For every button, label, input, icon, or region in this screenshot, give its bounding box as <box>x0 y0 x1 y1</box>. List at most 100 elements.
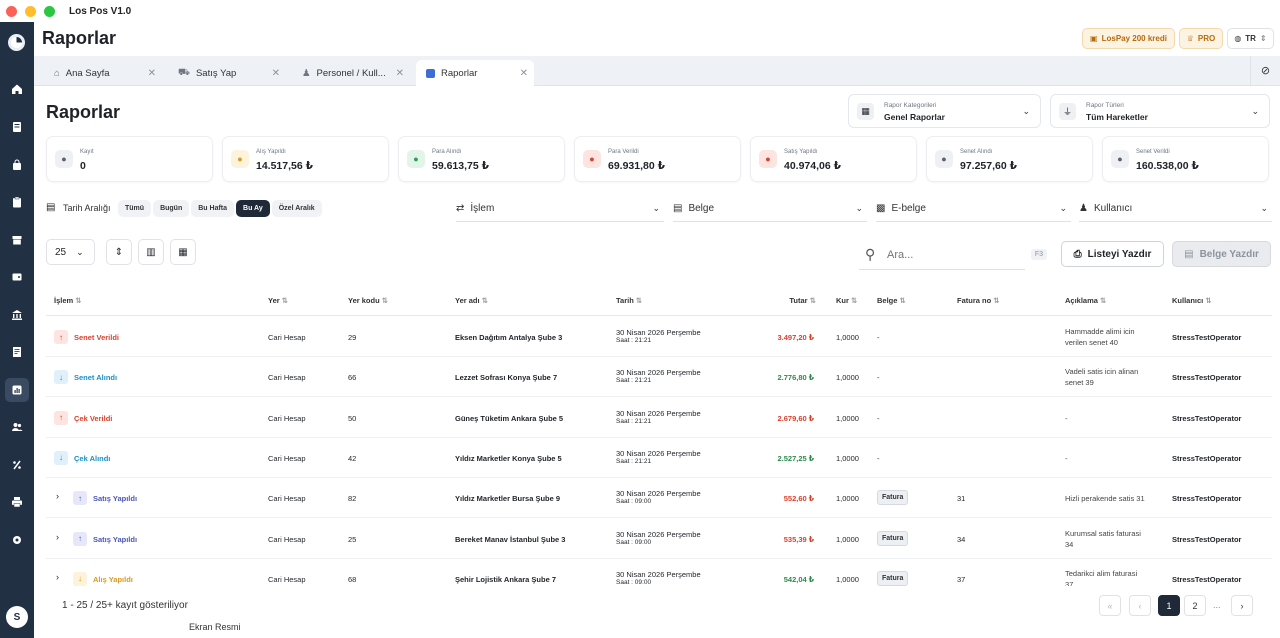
column-header[interactable]: Yer ⇅ <box>268 296 289 305</box>
page-1-button[interactable]: 1 <box>1158 595 1180 616</box>
report-category-select[interactable]: ▦ Rapor Kategorileri Genel Raporlar ⌄ <box>848 94 1041 128</box>
settings-icon[interactable] <box>5 528 29 552</box>
globe-icon: ◍ <box>1234 34 1242 43</box>
belge-badge[interactable]: Fatura <box>877 570 909 586</box>
table-row[interactable]: › ↑ Satış Yapıldı Cari Hesap 25 Bereket Manav… <box>46 519 1272 559</box>
page-size-select[interactable]: 25 ⌄ <box>46 239 95 265</box>
wallet-icon[interactable] <box>5 265 29 289</box>
column-header[interactable]: Açıklama ⇅ <box>1065 296 1107 305</box>
kullanici-filter-select[interactable]: ♟ Kullanıcı ⌄ <box>1079 196 1272 222</box>
clipboard-icon[interactable] <box>5 190 29 214</box>
prev-page-button[interactable]: ‹ <box>1129 595 1151 616</box>
stat-label: Senet Alındı <box>960 149 993 155</box>
home-icon[interactable] <box>5 77 29 101</box>
close-window-button[interactable] <box>6 5 17 17</box>
cell-tutar: 2.776,80 ₺ <box>777 373 815 383</box>
language-select[interactable]: ◍ TR ⇕ <box>1227 28 1274 49</box>
cell-yer-kodu: 29 <box>348 333 357 342</box>
stat-label: Kayıt <box>80 149 94 155</box>
tab-satis-yap[interactable]: ⛟ Satış Yap ✕ <box>178 67 280 79</box>
pro-badge-button[interactable]: ♕ PRO <box>1179 28 1223 49</box>
expand-row-icon[interactable]: › <box>56 531 59 542</box>
expand-row-icon[interactable]: › <box>56 571 59 582</box>
receipt-icon[interactable] <box>5 340 29 364</box>
tab-ana-sayfa[interactable]: ⌂ Ana Sayfa ✕ <box>54 67 156 80</box>
sort-toggle-button[interactable]: ⇕ <box>106 239 132 265</box>
close-tab-icon[interactable]: ✕ <box>271 68 280 79</box>
date-chip[interactable]: Bu Ay <box>236 200 270 217</box>
cell-aciklama: Kurumsal satis faturasi <box>1065 528 1141 538</box>
stat-value: 160.538,00 ₺ <box>1136 160 1199 172</box>
discount-icon[interactable] <box>5 453 29 477</box>
table-row[interactable]: ↑ Senet Verildi Cari Hesap 29 Eksen Dağıtım … <box>46 317 1272 357</box>
operation-label: Çek Verildi <box>74 413 113 423</box>
filter-icon: ⏚ <box>1059 103 1076 120</box>
close-tab-icon[interactable]: ✕ <box>147 68 156 79</box>
bank-icon[interactable] <box>5 303 29 327</box>
cell-yer-adi: Yıldız Marketler Bursa Şube 9 <box>455 494 561 504</box>
lospay-credit-button[interactable]: ▣ LosPay 200 kredi <box>1082 28 1175 49</box>
operation-label: Satış Yapıldı <box>93 534 138 544</box>
belge-badge[interactable]: Fatura <box>877 490 909 506</box>
belge-badge[interactable]: Fatura <box>877 530 909 546</box>
cell-yer-adi: Güneş Tüketim Ankara Şube 5 <box>455 413 564 423</box>
list-icon[interactable] <box>5 115 29 139</box>
cell-tutar: 2.679,60 ₺ <box>777 413 815 423</box>
date-chip[interactable]: Özel Aralık <box>271 200 322 217</box>
app-logo-icon[interactable] <box>8 34 25 51</box>
calendar-icon: ▤ <box>46 202 56 213</box>
calendar-button[interactable]: ▦ <box>170 239 196 265</box>
next-page-button[interactable]: › <box>1231 595 1253 616</box>
column-header[interactable]: Kur ⇅ <box>836 296 858 305</box>
close-tab-icon[interactable]: ✕ <box>395 68 404 79</box>
date-chip[interactable]: Tümü <box>118 200 152 217</box>
tab-raporlar[interactable]: Raporlar ✕ <box>416 60 534 87</box>
grid-icon: ▦ <box>857 103 874 120</box>
cell-kur: 1,0000 <box>836 534 859 544</box>
print-document-button[interactable]: ▤ Belge Yazdır <box>1172 241 1271 267</box>
column-header[interactable]: Yer adı ⇅ <box>455 296 488 305</box>
report-type-select[interactable]: ⏚ Rapor Türleri Tüm Hareketler ⌄ <box>1050 94 1270 128</box>
column-header[interactable]: Kullanıcı ⇅ <box>1172 296 1212 305</box>
search-input[interactable] <box>887 249 997 261</box>
table-row[interactable]: ↓ Çek Alındı Cari Hesap 42 Yıldız Marketler … <box>46 438 1272 478</box>
belge-filter-select[interactable]: ▤ Belge ⌄ <box>673 196 867 222</box>
avatar[interactable]: S <box>6 606 28 628</box>
column-header[interactable]: İşlem ⇅ <box>54 296 82 305</box>
expand-row-icon[interactable]: › <box>56 491 59 502</box>
date-chip[interactable]: Bugün <box>153 200 190 217</box>
window-titlebar: Los Pos V1.0 <box>0 0 1280 22</box>
column-header[interactable]: Belge ⇅ <box>877 296 906 305</box>
islem-filter-select[interactable]: ⇄ İşlem ⌄ <box>456 196 664 222</box>
minimize-window-button[interactable] <box>25 5 36 17</box>
calendar-icon: ▦ <box>178 246 188 258</box>
cell-belge: - <box>877 333 880 342</box>
printer-icon[interactable] <box>5 490 29 514</box>
first-page-button[interactable]: « <box>1099 595 1121 616</box>
column-header[interactable]: Fatura no ⇅ <box>957 296 1000 305</box>
table-row[interactable]: ↓ Senet Alındı Cari Hesap 66 Lezzet Sofrası … <box>46 357 1272 398</box>
columns-button[interactable]: ▥ <box>138 239 164 265</box>
print-list-button[interactable]: ⎙ Listeyi Yazdır <box>1061 241 1164 267</box>
archive-icon[interactable] <box>5 228 29 252</box>
cell-kur: 1,0000 <box>836 453 859 463</box>
reports-icon[interactable] <box>5 378 29 402</box>
hide-icon[interactable]: ⊘ <box>1250 56 1280 85</box>
ebelge-filter-select[interactable]: ▩ E-belge ⌄ <box>876 196 1071 222</box>
table-row[interactable]: › ↑ Satış Yapıldı Cari Hesap 82 Yıldız Market… <box>46 478 1272 519</box>
zoom-window-button[interactable] <box>44 5 55 17</box>
date-chip[interactable]: Bu Hafta <box>191 200 235 217</box>
sort-icon: ⇅ <box>851 296 858 305</box>
page-2-button[interactable]: 2 <box>1184 595 1206 616</box>
column-header[interactable]: Tutar ⇅ <box>789 296 816 305</box>
chevron-down-icon: ⌄ <box>1251 106 1259 116</box>
cell-belge: - <box>877 413 880 423</box>
tab-personel[interactable]: ♟ Personel / Kull... ✕ <box>302 67 404 80</box>
column-header[interactable]: Yer kodu ⇅ <box>348 296 389 305</box>
table-row[interactable]: ↑ Çek Verildi Cari Hesap 50 Güneş Tüketim An… <box>46 398 1272 438</box>
users-icon[interactable] <box>5 415 29 439</box>
cell-tarih: 30 Nisan 2026 Perşembe <box>616 408 701 418</box>
column-header[interactable]: Tarih ⇅ <box>616 296 643 305</box>
bag-icon[interactable] <box>5 153 29 177</box>
close-tab-icon[interactable]: ✕ <box>519 68 528 79</box>
